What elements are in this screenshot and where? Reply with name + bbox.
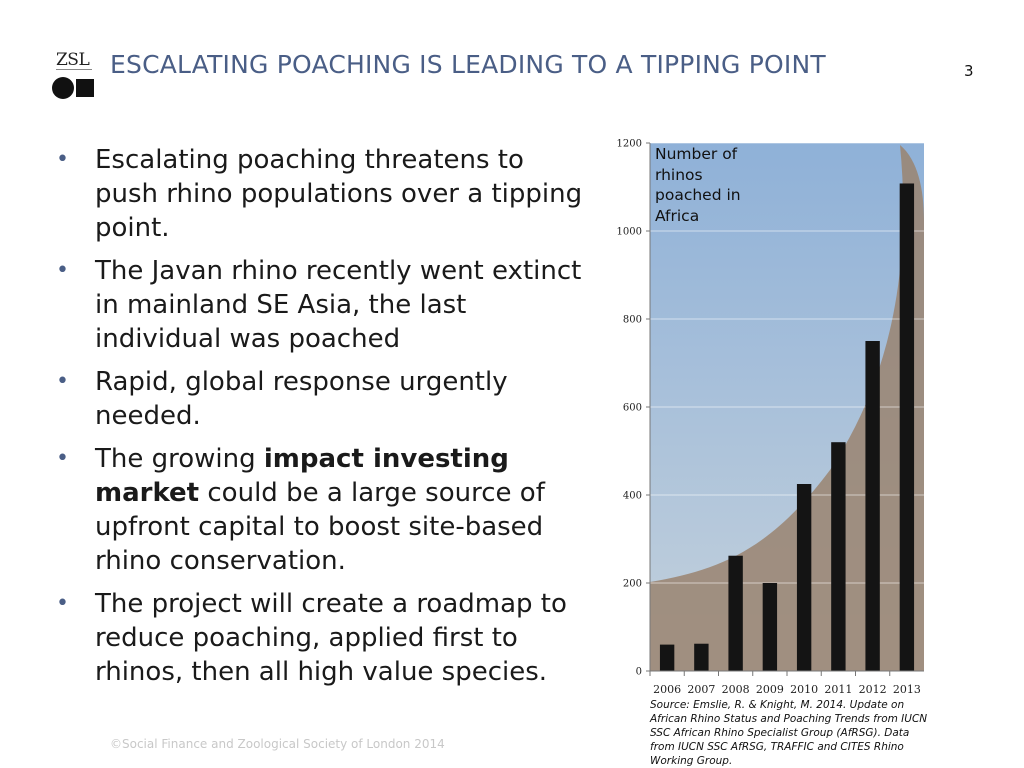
bullet-item: • The Javan rhino recently went extinct i… bbox=[56, 254, 586, 356]
bar-2007 bbox=[694, 643, 709, 671]
zsl-logo-square-icon bbox=[76, 79, 94, 97]
bar-2009 bbox=[762, 583, 778, 671]
zsl-logo: ZSL bbox=[52, 50, 96, 100]
x-category-label: 2010 bbox=[790, 683, 818, 696]
y-tick-label: 200 bbox=[623, 579, 642, 590]
bullet-dot-icon: • bbox=[56, 591, 69, 616]
bullet-text: could be a large source of upfront capit… bbox=[95, 478, 545, 576]
bullet-dot-icon: • bbox=[56, 369, 69, 394]
bullet-item: • The growing impact investing market cou… bbox=[56, 442, 586, 578]
x-category-label: 2006 bbox=[653, 683, 681, 696]
bullet-text: The Javan rhino recently went extinct in… bbox=[95, 256, 582, 354]
bullet-list: • Escalating poaching threatens to push r… bbox=[56, 143, 586, 698]
poaching-bar-chart: 0 200 400 600 800 1000 1200 2006 2007 2008 2009 201… bbox=[617, 139, 924, 696]
x-category-label: 2009 bbox=[756, 683, 784, 696]
bullet-item: • Rapid, global response urgently needed. bbox=[56, 365, 586, 433]
x-category-label: 2008 bbox=[722, 683, 750, 696]
bullet-item: • Escalating poaching threatens to push r… bbox=[56, 143, 586, 245]
bullet-dot-icon: • bbox=[56, 446, 69, 471]
y-tick-label: 400 bbox=[623, 491, 642, 502]
bullet-item: • The project will create a roadmap to re… bbox=[56, 587, 586, 689]
zsl-logo-rule bbox=[56, 69, 92, 73]
page-number: 3 bbox=[964, 62, 974, 80]
chart-source-note: Source: Emslie, R. & Knight, M. 2014. Up… bbox=[650, 699, 928, 767]
y-tick-label: 1000 bbox=[617, 227, 642, 238]
bar-2006 bbox=[659, 644, 675, 671]
bullet-text: Rapid, global response urgently needed. bbox=[95, 367, 508, 431]
bullet-text: Escalating poaching threatens to push rh… bbox=[95, 145, 583, 243]
bar-2013 bbox=[899, 183, 915, 672]
bullet-dot-icon: • bbox=[56, 147, 69, 172]
x-category-label: 2011 bbox=[824, 683, 852, 696]
bar-2011 bbox=[831, 442, 846, 671]
slide-title: ESCALATING POACHING IS LEADING TO A TIPP… bbox=[110, 50, 826, 79]
x-category-label: 2013 bbox=[893, 683, 921, 696]
zsl-logo-text: ZSL bbox=[56, 50, 90, 70]
zsl-logo-circle-icon bbox=[52, 77, 74, 99]
bullet-text: The project will create a roadmap to red… bbox=[95, 589, 567, 687]
copyright-footer: ©Social Finance and Zoological Society o… bbox=[110, 737, 445, 751]
bar-2008 bbox=[728, 555, 743, 671]
chart-label: Number of rhinos poached in Africa bbox=[655, 145, 741, 225]
bullet-dot-icon: • bbox=[56, 258, 69, 283]
y-tick-label: 1200 bbox=[617, 139, 642, 150]
y-tick-label: 800 bbox=[623, 315, 642, 326]
bullet-text: The growing bbox=[95, 444, 264, 474]
bar-2010 bbox=[796, 484, 812, 671]
x-category-label: 2007 bbox=[687, 683, 715, 696]
rhino-horn-image bbox=[650, 145, 924, 671]
bar-2012 bbox=[865, 341, 880, 671]
y-tick-label: 0 bbox=[636, 667, 642, 678]
y-tick-label: 600 bbox=[623, 403, 642, 414]
x-category-label: 2012 bbox=[859, 683, 887, 696]
bullet-text-bold: impact investing market bbox=[95, 444, 509, 508]
